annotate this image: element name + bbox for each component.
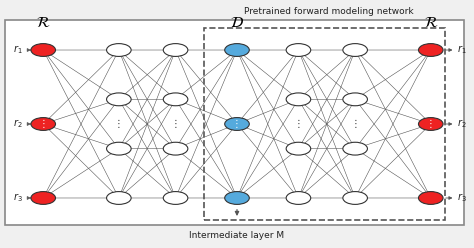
Text: $r_3$: $r_3$	[12, 192, 22, 204]
Circle shape	[163, 44, 188, 57]
Text: Intermediate layer M: Intermediate layer M	[190, 231, 284, 240]
Text: $r_3$: $r_3$	[457, 192, 466, 204]
Text: $r_1$: $r_1$	[457, 44, 466, 56]
Circle shape	[343, 93, 367, 106]
Circle shape	[107, 44, 131, 57]
Circle shape	[31, 44, 55, 57]
Text: ⋮: ⋮	[114, 119, 124, 129]
Text: ⋮: ⋮	[350, 119, 360, 129]
Circle shape	[225, 44, 249, 57]
Circle shape	[107, 93, 131, 106]
Circle shape	[31, 118, 55, 130]
Circle shape	[225, 191, 249, 204]
Bar	[5, 20, 464, 225]
Circle shape	[343, 44, 367, 57]
Circle shape	[225, 118, 249, 130]
Text: $r_2$: $r_2$	[12, 118, 22, 130]
Text: ⋮: ⋮	[232, 119, 242, 129]
Text: $r_2$: $r_2$	[457, 118, 466, 130]
Text: Pretrained forward modeling network: Pretrained forward modeling network	[244, 7, 414, 16]
Text: ⋮: ⋮	[293, 119, 303, 129]
Circle shape	[107, 191, 131, 204]
Text: $r_1$: $r_1$	[12, 44, 22, 56]
Text: ⋮: ⋮	[171, 119, 181, 129]
Circle shape	[286, 142, 311, 155]
Circle shape	[419, 44, 443, 57]
Text: ⋮: ⋮	[38, 119, 48, 129]
Circle shape	[107, 142, 131, 155]
Bar	[204, 28, 445, 220]
Circle shape	[343, 142, 367, 155]
Text: $\mathcal{D}$: $\mathcal{D}$	[230, 16, 244, 30]
Circle shape	[286, 93, 311, 106]
Circle shape	[286, 191, 311, 204]
Text: ⋮: ⋮	[426, 119, 436, 129]
Circle shape	[163, 93, 188, 106]
Circle shape	[419, 118, 443, 130]
Circle shape	[31, 191, 55, 204]
Circle shape	[163, 142, 188, 155]
Circle shape	[343, 191, 367, 204]
Circle shape	[286, 44, 311, 57]
Text: $\mathcal{R}$: $\mathcal{R}$	[36, 16, 50, 30]
Circle shape	[419, 191, 443, 204]
Circle shape	[163, 191, 188, 204]
Text: $\mathcal{R}$: $\mathcal{R}$	[424, 16, 438, 30]
